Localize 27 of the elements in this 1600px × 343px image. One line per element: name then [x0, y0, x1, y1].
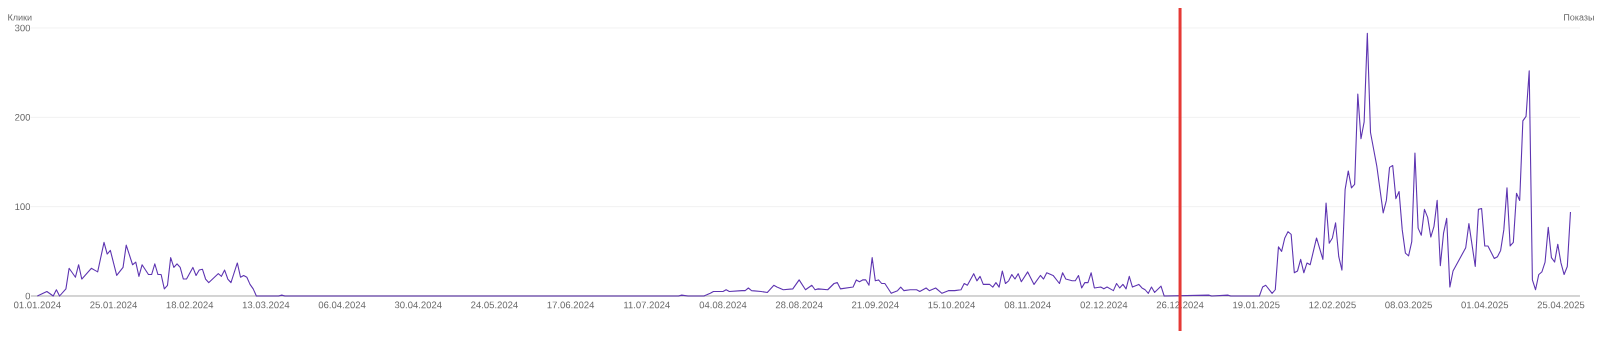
- y-tick-label: 100: [15, 203, 31, 211]
- x-tick-label: 24.05.2024: [471, 301, 518, 309]
- x-tick-label: 11.07.2024: [624, 301, 670, 309]
- x-tick-label: 02.12.2024: [1080, 301, 1128, 309]
- x-tick-label: 25.04.2025: [1537, 301, 1585, 309]
- x-tick-label: 15.10.2024: [928, 301, 975, 309]
- x-tick-label: 13.03.2024: [242, 301, 290, 309]
- x-tick-label: 21.09.2024: [852, 301, 899, 309]
- y-tick-label: 300: [14, 24, 31, 32]
- x-tick-label: 28.08.2024: [775, 301, 823, 309]
- x-tick-label: 30.04.2024: [394, 301, 442, 309]
- x-tick-label: 12.02.2025: [1309, 301, 1356, 309]
- y-tick-label: 0: [25, 292, 31, 300]
- x-tick-label: 17.06.2024: [547, 301, 595, 309]
- x-tick-label: 06.04.2024: [318, 301, 366, 309]
- x-tick-label: 01.01.2024: [13, 301, 61, 309]
- line-series: [36, 32, 1572, 297]
- x-tick-label: 19.01.2025: [1233, 301, 1280, 309]
- x-tick-label: 08.11.2024: [1004, 301, 1051, 309]
- x-tick-label: 08.03.2025: [1385, 301, 1432, 309]
- x-tick-label: 01.04.2025: [1461, 301, 1509, 309]
- y-tick-label: 200: [15, 113, 31, 121]
- x-tick-label: 18.02.2024: [166, 301, 214, 309]
- x-tick-label: 25.01.2024: [90, 301, 138, 309]
- y2-axis-title: Показы: [1564, 14, 1594, 21]
- x-tick-label: 04.08.2024: [699, 301, 747, 309]
- y-axis-title: Клики: [8, 14, 32, 21]
